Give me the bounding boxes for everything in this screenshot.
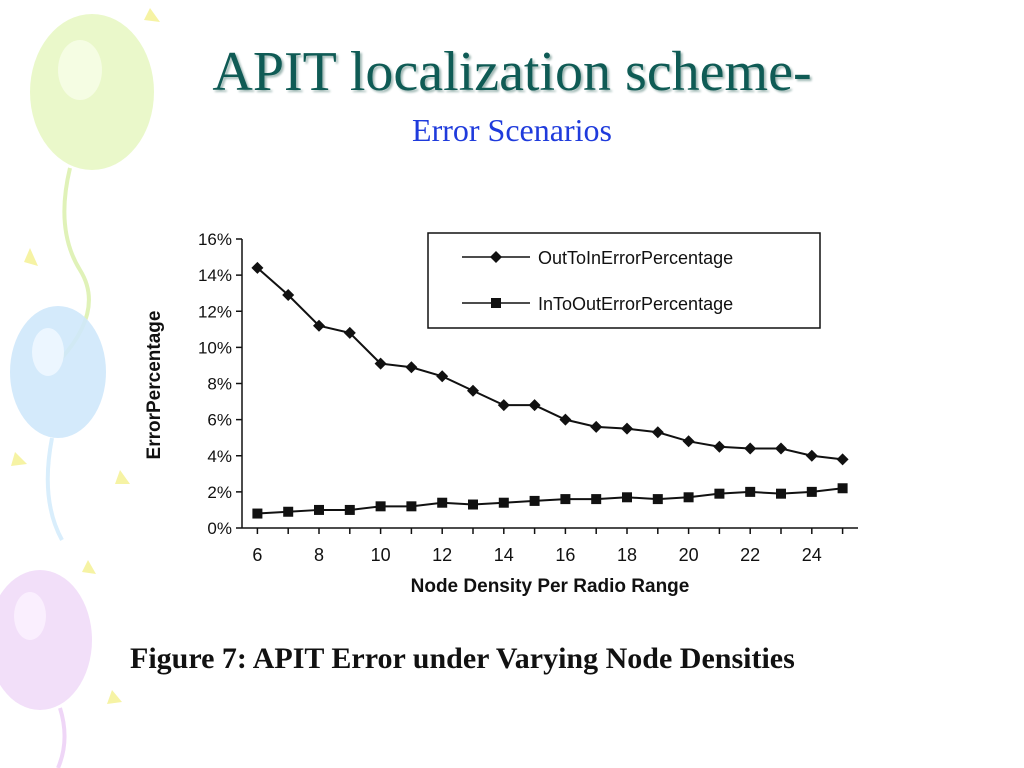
y-tick-label: 14%	[198, 266, 232, 285]
data-point-outtoin	[836, 453, 849, 466]
data-point-outtoin	[282, 288, 295, 301]
data-point-intoout	[837, 483, 848, 494]
data-point-intoout	[591, 494, 602, 505]
data-point-intoout	[437, 497, 448, 508]
series-layer	[251, 261, 849, 519]
legend-box	[427, 232, 821, 329]
data-point-outtoin	[621, 422, 633, 435]
data-point-intoout	[375, 501, 386, 512]
legend-marker-outtoin	[490, 251, 502, 263]
x-tick-label: 22	[740, 545, 760, 565]
data-point-outtoin	[467, 384, 479, 397]
data-point-intoout	[560, 494, 571, 505]
data-point-intoout	[622, 492, 632, 503]
data-point-outtoin	[528, 399, 541, 412]
data-point-outtoin	[559, 413, 572, 426]
data-point-outtoin	[436, 370, 449, 383]
data-point-outtoin	[805, 449, 818, 462]
data-point-intoout	[776, 488, 786, 499]
data-point-outtoin	[313, 319, 325, 332]
data-point-intoout	[252, 508, 263, 519]
figure-caption: Figure 7: APIT Error under Varying Node …	[130, 642, 795, 675]
y-tick-label: 8%	[207, 375, 232, 394]
slide-title: APIT localization scheme-	[212, 41, 812, 103]
data-point-intoout	[652, 494, 663, 505]
data-point-intoout	[806, 486, 817, 497]
data-point-outtoin	[343, 326, 356, 339]
data-point-outtoin	[251, 261, 264, 274]
y-tick-label: 6%	[207, 411, 232, 430]
legend-label-intoout: InToOutErrorPercentage	[538, 294, 733, 314]
x-tick-label: 10	[371, 545, 391, 565]
data-point-intoout	[683, 492, 694, 503]
data-point-intoout	[745, 486, 756, 497]
data-point-intoout	[344, 504, 355, 515]
y-ticks: 0% 2% 4% 6% 8% 10% 12% 14% 16%	[198, 230, 242, 538]
data-point-intoout	[714, 488, 725, 499]
data-point-intoout	[529, 495, 540, 506]
data-point-outtoin	[682, 435, 695, 448]
x-axis-label: Node Density Per Radio Range	[411, 576, 690, 597]
y-tick-label: 0%	[207, 519, 232, 538]
slide-subtitle: Error Scenarios	[412, 112, 612, 148]
series-line-intoout	[257, 487, 843, 515]
data-point-intoout	[498, 497, 509, 508]
data-point-outtoin	[497, 399, 510, 412]
x-tick-label: 6	[252, 545, 262, 565]
legend-marker-intoout	[491, 298, 501, 308]
chart-legend: OutToInErrorPercentage InToOutErrorPerce…	[427, 232, 821, 329]
x-tick-label: 24	[802, 545, 822, 565]
y-tick-label: 2%	[207, 483, 232, 502]
y-tick-label: 4%	[207, 447, 232, 466]
data-point-intoout	[406, 501, 417, 512]
x-tick-label: 18	[617, 545, 637, 565]
data-point-outtoin	[744, 442, 757, 455]
x-tick-label: 14	[494, 545, 514, 565]
x-tick-label: 12	[432, 545, 452, 565]
data-point-intoout	[283, 506, 294, 517]
y-tick-label: 10%	[198, 338, 232, 357]
data-point-outtoin	[405, 361, 418, 374]
x-tick-label: 20	[679, 545, 699, 565]
data-point-outtoin	[590, 420, 603, 433]
data-point-intoout	[314, 504, 324, 515]
data-point-outtoin	[651, 426, 664, 439]
data-point-outtoin	[374, 357, 387, 370]
x-tick-label: 16	[555, 545, 575, 565]
y-tick-label: 12%	[198, 302, 232, 321]
data-point-outtoin	[713, 440, 726, 453]
legend-label-outtoin: OutToInErrorPercentage	[538, 248, 733, 268]
y-tick-label: 16%	[198, 230, 232, 249]
x-tick-label: 8	[314, 545, 324, 565]
data-point-outtoin	[775, 442, 787, 455]
x-ticks: 6 8 10 12 14 16 18 20 22 24	[252, 528, 844, 565]
y-axis-label: ErrorPercentage	[144, 311, 165, 460]
data-point-intoout	[468, 499, 478, 510]
